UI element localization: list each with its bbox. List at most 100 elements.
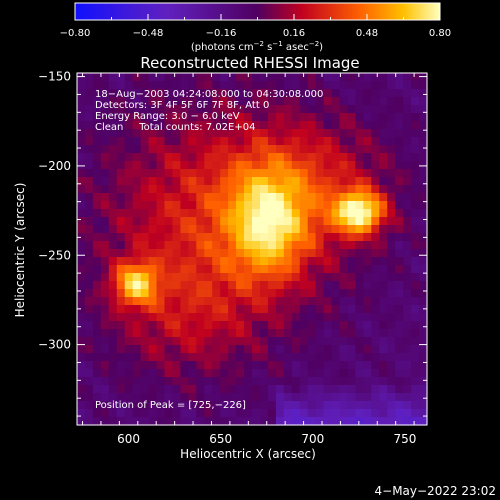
heatmap-cell bbox=[132, 353, 142, 362]
heatmap-cell bbox=[291, 417, 301, 426]
heatmap-cell bbox=[172, 329, 182, 338]
heatmap-cell bbox=[275, 369, 285, 378]
heatmap-cell bbox=[84, 353, 94, 362]
heatmap-cell bbox=[228, 177, 237, 186]
heatmap-cell bbox=[172, 297, 182, 306]
heatmap-cell bbox=[196, 241, 205, 250]
heatmap-cell bbox=[259, 321, 269, 330]
heatmap-cell bbox=[204, 193, 213, 202]
heatmap-cell bbox=[196, 281, 205, 290]
heatmap-cell bbox=[411, 177, 420, 186]
heatmap-cell bbox=[331, 369, 341, 378]
heatmap-cell bbox=[299, 137, 309, 146]
heatmap-cell bbox=[315, 305, 325, 314]
heatmap-cell bbox=[196, 201, 205, 210]
heatmap-cell bbox=[140, 121, 150, 130]
heatmap-cell bbox=[116, 313, 126, 322]
heatmap-cell bbox=[164, 145, 174, 154]
heatmap-cell bbox=[267, 217, 277, 226]
heatmap-cell bbox=[339, 233, 349, 242]
heatmap-cell bbox=[259, 121, 269, 130]
heatmap-cell bbox=[180, 265, 189, 274]
heatmap-cell bbox=[419, 385, 428, 394]
heatmap-cell bbox=[196, 337, 205, 346]
heatmap-cell bbox=[267, 337, 277, 346]
heatmap-cell bbox=[355, 289, 364, 298]
heatmap-cell bbox=[84, 169, 94, 178]
heatmap-cell bbox=[92, 153, 102, 162]
heatmap-cell bbox=[84, 217, 94, 226]
heatmap-cell bbox=[395, 233, 404, 242]
heatmap-cell bbox=[228, 153, 237, 162]
heatmap-cell bbox=[379, 161, 388, 170]
heatmap-cell bbox=[371, 137, 380, 146]
heatmap-cell bbox=[403, 73, 412, 82]
heatmap-cell bbox=[180, 401, 189, 410]
heatmap-cell bbox=[419, 97, 428, 106]
heatmap-cell bbox=[148, 353, 158, 362]
heatmap-cell bbox=[204, 337, 213, 346]
heatmap-cell bbox=[196, 153, 205, 162]
heatmap-cell bbox=[156, 337, 166, 346]
heatmap-cell bbox=[387, 353, 396, 362]
heatmap-cell bbox=[220, 73, 229, 82]
heatmap-cell bbox=[331, 353, 341, 362]
heatmap-cell bbox=[156, 377, 166, 386]
heatmap-cell bbox=[212, 113, 221, 122]
heatmap-cell bbox=[156, 193, 166, 202]
heatmap-cell bbox=[236, 225, 245, 234]
heatmap-cell bbox=[116, 241, 126, 250]
heatmap-cell bbox=[148, 385, 158, 394]
heatmap-cell bbox=[252, 281, 261, 290]
heatmap-cell bbox=[252, 137, 261, 146]
heatmap-cell bbox=[140, 129, 150, 138]
heatmap-cell bbox=[347, 337, 357, 346]
heatmap-cell bbox=[411, 89, 420, 98]
heatmap-cell bbox=[347, 361, 357, 370]
heatmap-cell bbox=[315, 265, 325, 274]
heatmap-cell bbox=[403, 417, 412, 426]
heatmap-cell bbox=[395, 177, 404, 186]
heatmap-cell bbox=[419, 353, 428, 362]
heatmap-cell bbox=[220, 353, 229, 362]
chart-title: Reconstructed RHESSI Image bbox=[140, 54, 359, 72]
heatmap-cell bbox=[108, 209, 118, 218]
heatmap-cell bbox=[212, 201, 221, 210]
heatmap-cell bbox=[403, 201, 412, 210]
heatmap-cell bbox=[363, 201, 372, 210]
heatmap-cell bbox=[363, 329, 372, 338]
info-line-clean: Clean Total counts: 7.02E+04 bbox=[95, 122, 255, 133]
heatmap-cell bbox=[92, 129, 102, 138]
heatmap-cell bbox=[156, 137, 166, 146]
heatmap-cell bbox=[347, 209, 357, 218]
heatmap-cell bbox=[363, 73, 372, 82]
heatmap-cell bbox=[77, 129, 86, 138]
heatmap-cell bbox=[220, 281, 229, 290]
heatmap-cell bbox=[116, 361, 126, 370]
heatmap-cell bbox=[212, 177, 221, 186]
heatmap-cell bbox=[252, 217, 261, 226]
heatmap-cell bbox=[228, 249, 237, 258]
heatmap-cell bbox=[252, 81, 261, 90]
heatmap-cell bbox=[291, 113, 301, 122]
heatmap-cell bbox=[347, 73, 357, 82]
heatmap-cell bbox=[164, 281, 174, 290]
heatmap-cell bbox=[108, 281, 118, 290]
heatmap-cell bbox=[188, 185, 197, 194]
heatmap-cell bbox=[339, 153, 349, 162]
heatmap-cell bbox=[244, 97, 253, 106]
heatmap-cell bbox=[236, 321, 245, 330]
colorbar-tick-label: −0.16 bbox=[206, 28, 237, 39]
heatmap-cell bbox=[252, 265, 261, 274]
heatmap-cell bbox=[77, 169, 86, 178]
heatmap-cell bbox=[156, 241, 166, 250]
heatmap-cell bbox=[379, 201, 388, 210]
heatmap-cell bbox=[291, 257, 301, 266]
heatmap-cell bbox=[291, 225, 301, 234]
heatmap-cell bbox=[204, 73, 213, 82]
heatmap-cell bbox=[108, 153, 118, 162]
heatmap-cell bbox=[395, 273, 404, 282]
heatmap-cell bbox=[77, 305, 86, 314]
heatmap-cell bbox=[100, 233, 110, 242]
heatmap-cell bbox=[419, 337, 428, 346]
